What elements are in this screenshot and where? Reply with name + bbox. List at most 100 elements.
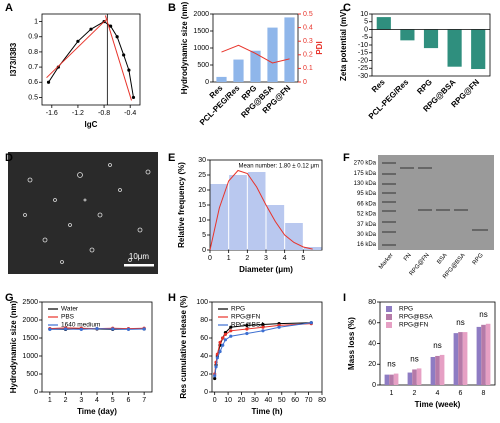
legend-label: RPG@BSA [231,322,265,329]
series-line [214,322,312,376]
y-axis-label: Res cumulative release (%) [179,295,188,398]
y-tick-label: 0 [364,26,368,33]
y-tick-label: 0.7 [28,64,38,71]
series-line [221,44,290,64]
series-line [48,20,134,98]
x-tick-label: 50 [278,397,286,404]
y-tick-label: 0 [202,247,206,254]
x-tick-label: 2 [413,390,417,397]
x-tick-label: 6 [126,397,130,404]
x-tick-label: 10 [224,397,232,404]
panel-label: G [5,292,14,304]
microscopy-image: 10μm D [5,152,158,274]
lane-label: Marker [378,252,395,270]
y-tick-label: -30 [358,73,368,80]
y2-tick-label: 0 [303,79,307,86]
legend-swatch [386,322,392,328]
x-tick-label: 8 [482,390,486,397]
panel-label: C [343,2,351,14]
annotation: ns [479,310,487,319]
y2-tick-label: 0.4 [303,24,313,31]
x-tick-label: 5 [301,255,305,262]
series-line [46,18,108,79]
y-axis-label: Relative frequency (%) [177,162,186,248]
x-tick-label: -1.2 [72,110,84,117]
y-tick-label: 1500 [22,335,38,342]
y-tick-label: 2000 [22,317,38,324]
y-tick-label: 80 [200,317,208,324]
legend-label: RPG [399,306,413,313]
bar [384,374,390,385]
legend-label: Water [61,306,79,313]
marker-label: 130 kDa [354,181,377,187]
y-tick-label: -15 [358,50,368,57]
y2-axis-label: PDI [315,41,324,54]
bar [476,326,482,385]
panel-label: F [343,152,350,164]
x-tick-label: 30 [251,397,259,404]
y-tick-label: 15 [198,202,206,209]
annotation: ns [410,355,418,364]
x-tick-label: 3 [79,397,83,404]
legend-label: RPG [231,306,245,313]
scale-bar [124,264,154,267]
x-tick-label: 1 [390,390,394,397]
y-tick-label: 10 [198,217,206,224]
x-axis-label: lgC [85,120,98,129]
bar [229,175,247,250]
panel-label: D [5,152,13,164]
bar [250,50,261,82]
legend-label: PBS [61,314,75,321]
y-tick-label: 500 [197,62,209,69]
bar [416,368,422,385]
x-tick-label: 2 [245,255,249,262]
y2-tick-label: 0.3 [303,38,313,45]
x-tick-label: 3 [264,255,268,262]
legend-label: 1640 medium [61,322,100,329]
x-tick-label: 20 [238,397,246,404]
x-tick-label: 4 [436,390,440,397]
y-axis-label: I373/I383 [9,42,18,76]
y-tick-label: 0 [34,389,38,396]
y-tick-label: 1500 [193,28,209,35]
y-tick-label: 1 [34,18,38,25]
x-tick-label: 5 [111,397,115,404]
y-tick-label: 2500 [22,299,38,306]
bar [393,373,399,385]
y-tick-label: 0 [204,389,208,396]
bar [210,184,229,250]
bar [400,29,415,41]
y-tick-label: -10 [358,42,368,49]
x-axis-label: Diameter (μm) [239,265,293,274]
marker-label: 30 kDa [357,232,377,238]
bar [407,372,413,385]
x-tick-label: RPG [415,78,434,97]
bar [376,17,391,30]
bar [266,205,285,250]
lane-label: FN [403,252,413,262]
bar [447,29,462,67]
y-tick-label: 1000 [193,45,209,52]
marker-label: 175 kDa [354,171,377,177]
bar [435,355,440,385]
y-tick-label: 60 [368,320,376,327]
legend-swatch [386,306,392,312]
bar [247,172,266,250]
legend-label: RPG@BSA [399,314,433,321]
x-tick-label: -1.6 [46,110,58,117]
y-tick-label: 40 [368,340,376,347]
x-axis-label: Time (day) [77,407,117,416]
bar [285,223,303,250]
x-tick-label: -0.8 [98,110,110,117]
y-tick-label: 0.6 [28,79,38,86]
plot-frame [41,301,153,393]
x-tick-label: 80 [318,397,326,404]
bar [233,59,244,82]
x-tick-label: 0 [208,255,212,262]
y-tick-label: 25 [198,172,206,179]
x-tick-label: -0.4 [124,110,136,117]
x-tick-label: 0 [213,397,217,404]
y-tick-label: 5 [202,232,206,239]
y2-tick-label: 0.1 [303,65,313,72]
x-tick-label: 4 [95,397,99,404]
